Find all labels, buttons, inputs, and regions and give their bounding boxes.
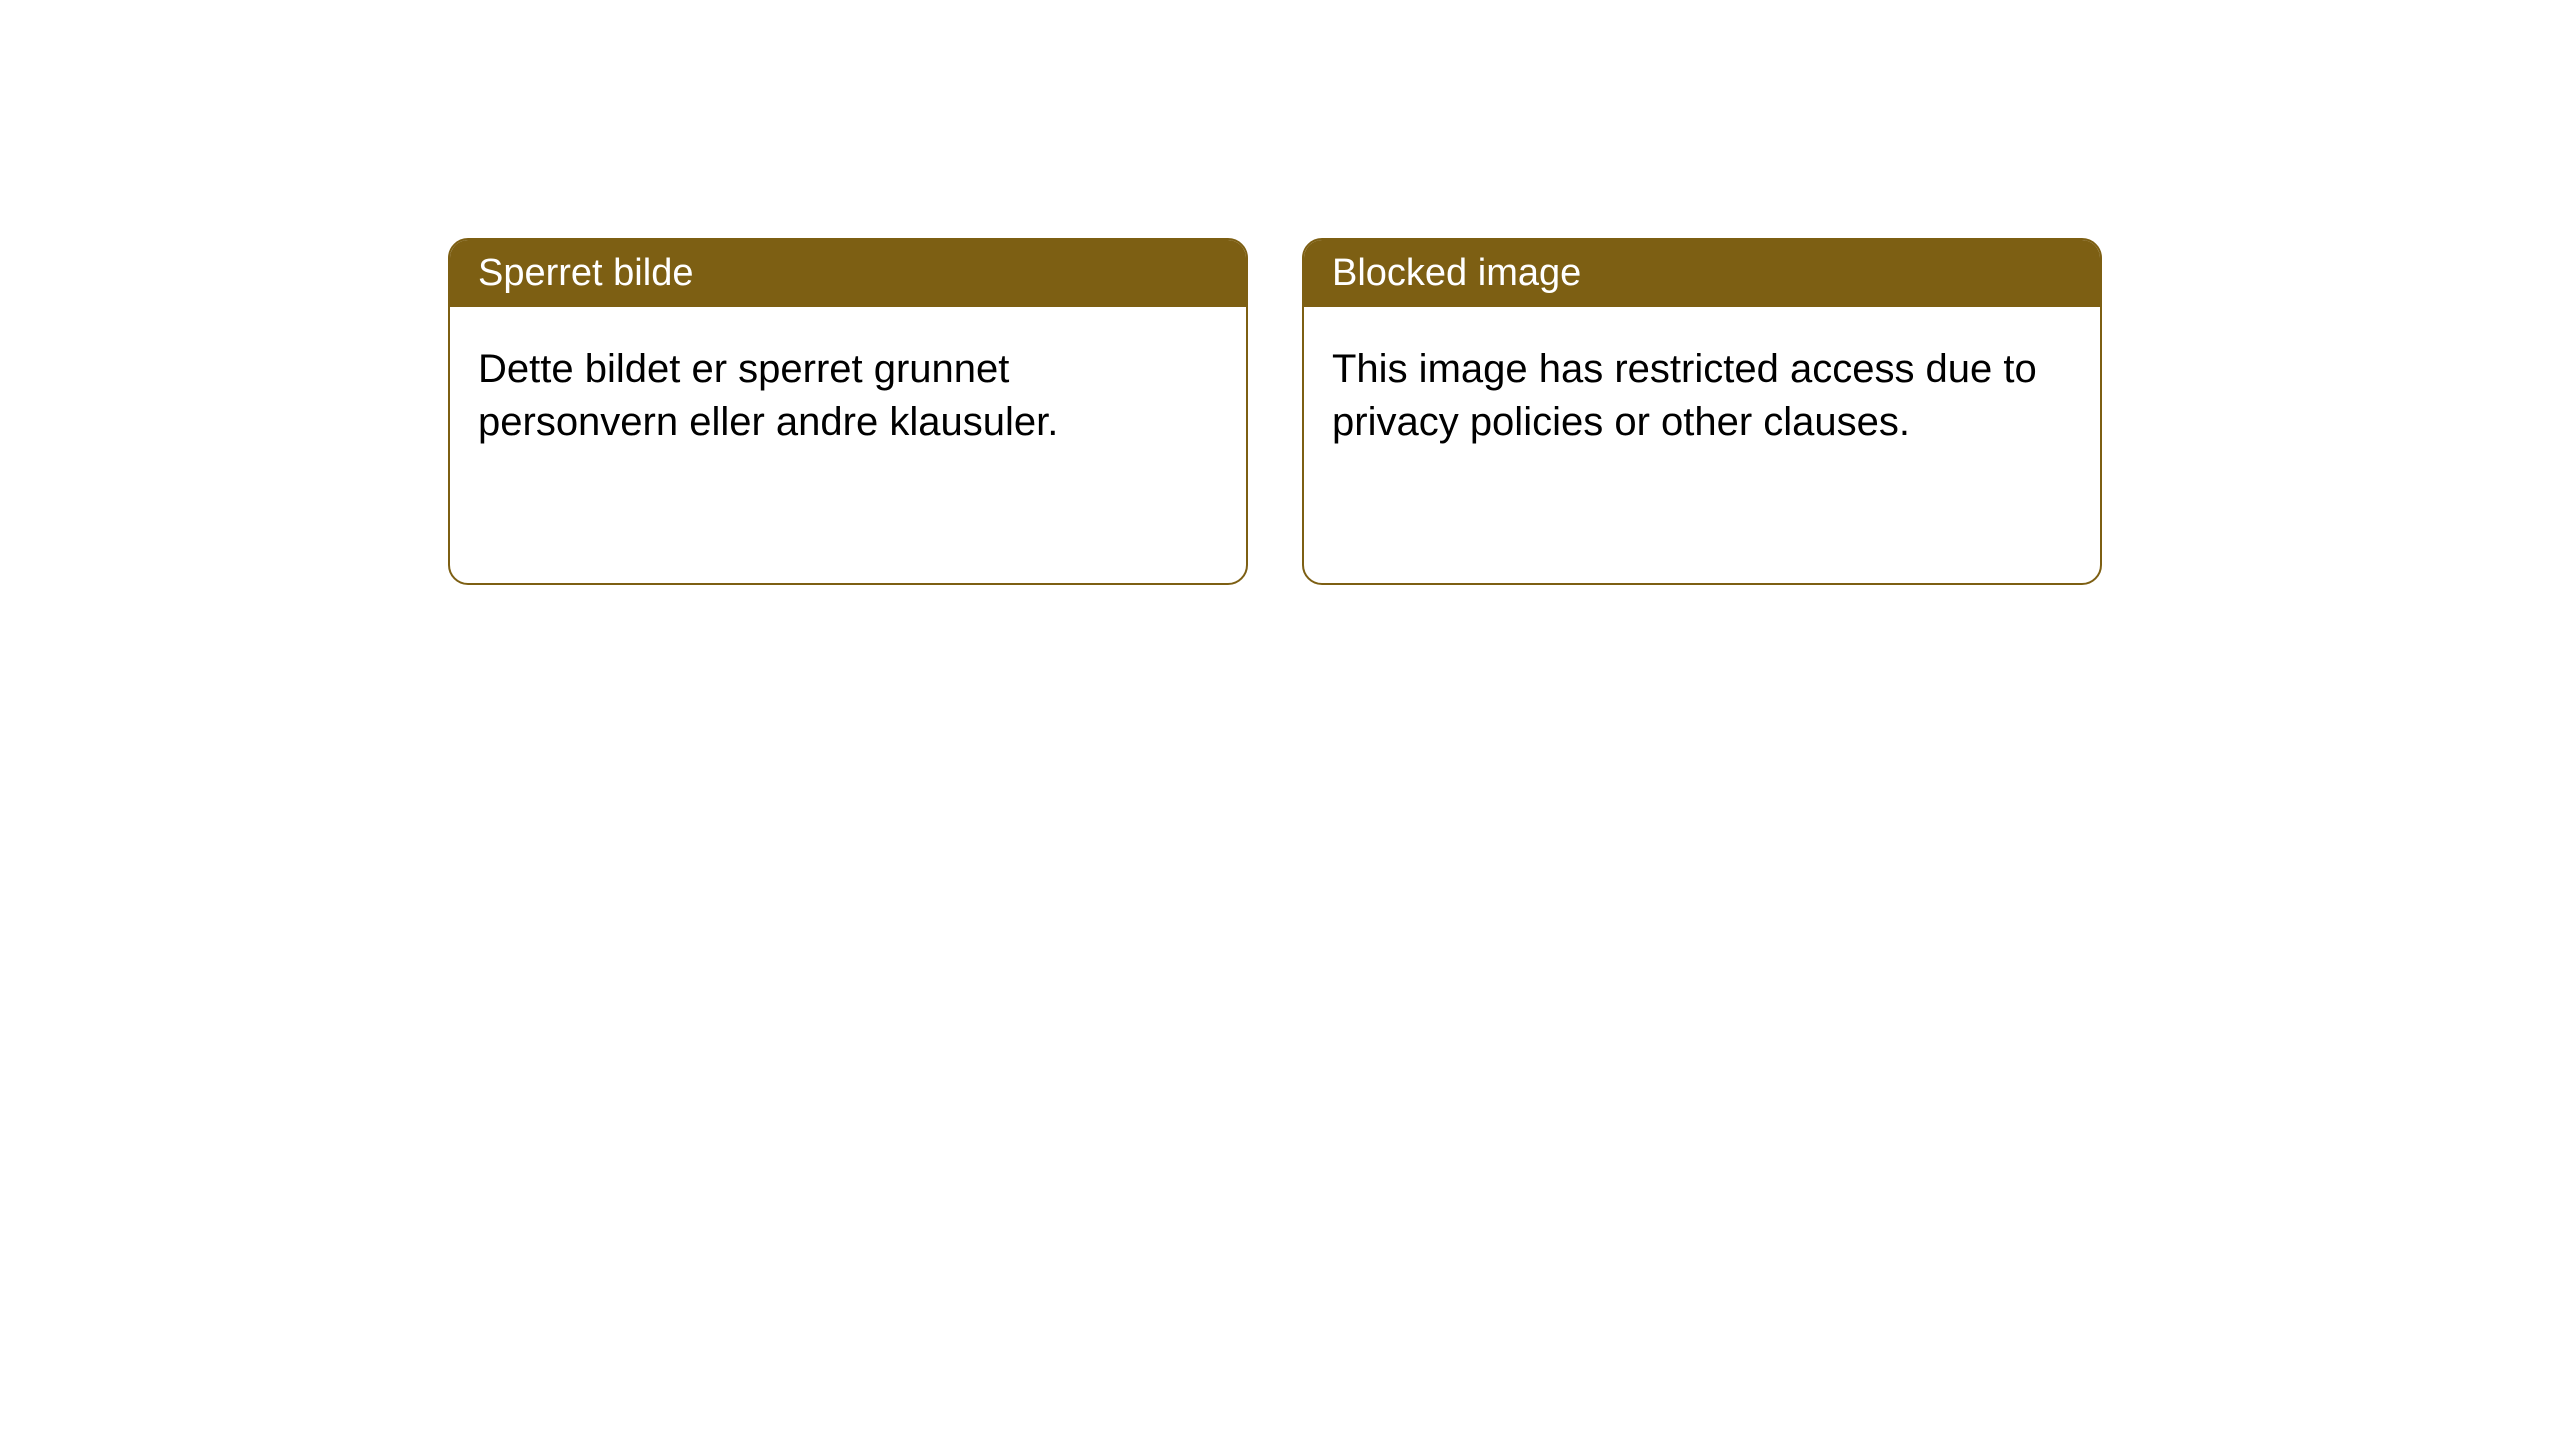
notice-body: This image has restricted access due to …: [1304, 307, 2100, 583]
notice-body-text: Dette bildet er sperret grunnet personve…: [478, 347, 1058, 444]
notice-header: Sperret bilde: [450, 240, 1246, 307]
notice-header: Blocked image: [1304, 240, 2100, 307]
notice-container: Sperret bilde Dette bildet er sperret gr…: [448, 238, 2102, 585]
notice-title: Blocked image: [1332, 252, 1581, 294]
notice-card-english: Blocked image This image has restricted …: [1302, 238, 2102, 585]
notice-body-text: This image has restricted access due to …: [1332, 347, 2037, 444]
notice-card-norwegian: Sperret bilde Dette bildet er sperret gr…: [448, 238, 1248, 585]
notice-body: Dette bildet er sperret grunnet personve…: [450, 307, 1246, 583]
notice-title: Sperret bilde: [478, 252, 693, 294]
